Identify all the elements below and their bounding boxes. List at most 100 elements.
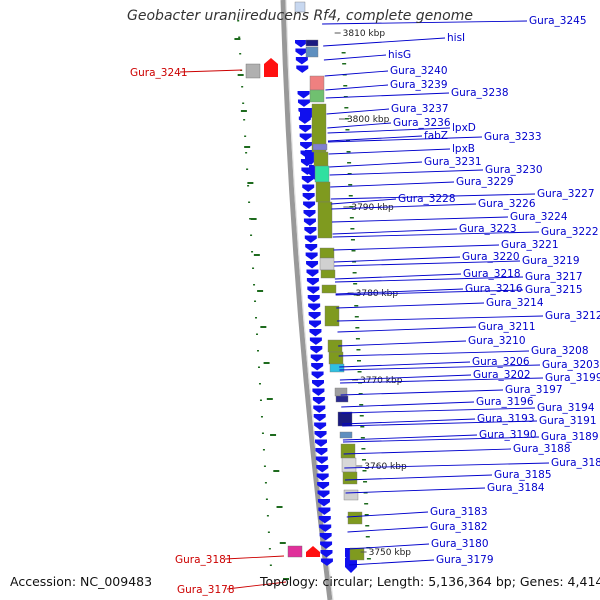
gene-leader-line [331,216,509,223]
scale-tick [263,465,266,467]
gene-label: Gura_3236 [393,117,451,129]
gene-label: Gura_3214 [486,297,544,309]
scale-tick [257,350,259,352]
scale-tick-major [283,578,290,580]
gene-leader-line [348,543,430,550]
scale-tick [268,548,271,550]
topology-text: Topology: circular; Length: 5,136,364 bp… [260,574,600,589]
gene-leader-line [224,555,285,560]
scale-tick-major [240,110,247,112]
gene-leader-line [338,350,530,357]
gene-block [328,351,344,365]
gene-leader-line [344,474,493,481]
scale-tick-right [365,525,370,527]
gene-arrow [311,371,324,379]
gene-leader-line [331,198,397,205]
gene-label: Gura_3210 [468,335,526,347]
scale-tick [255,317,258,319]
gene-arrow [345,558,357,573]
gene-label: Gura_3211 [478,321,536,333]
gene-leader-line [347,526,429,533]
scale-tick-right [350,239,355,241]
gene-arrow [302,184,315,192]
gene-arrow [313,405,326,413]
scale-tick-right [356,349,361,351]
accession-text: Accession: NC_009483 [10,574,153,589]
gene-leader-line [339,364,541,371]
gene-block [315,181,331,203]
gene-label: Gura_3221 [501,239,559,251]
scale-tick-right [347,162,352,164]
gene-leader-line [330,193,536,200]
gene-label: Gura_3186 [551,457,600,469]
gene-arrow [315,456,328,464]
gene-label: Gura_3194 [537,402,595,414]
scale-tick [249,218,252,220]
gene-leader-line [343,448,512,455]
scale-tick-right [357,371,362,373]
scale-tick [264,482,267,484]
gene-block [349,547,365,561]
scale-tick-right [359,404,364,406]
gene-leader-line [324,70,389,77]
gene-block [320,269,336,279]
gene-label: Gura_3180 [431,538,489,550]
gene-label: hisI [447,32,465,44]
gene-label: Gura_3197 [505,384,563,396]
gene-label: Gura_3231 [424,156,482,168]
gene-leader-line [330,181,455,188]
scale-tick [259,399,262,401]
scale-tick-right [355,338,360,340]
gene-arrow [297,91,310,99]
gene-leader-line [326,108,390,115]
gene-label: Gura_3238 [451,87,509,99]
scale-tick [269,564,272,566]
gene-arrow [317,490,330,498]
gene-label: Gura_3183 [430,506,488,518]
gene-block [321,284,337,294]
gene-label: fabZ [424,130,448,142]
gene-block [341,457,357,473]
gene-arrow [315,448,328,456]
gene-arrow [307,295,320,303]
scale-tick-major [270,434,277,436]
gene-leader-line [332,228,458,235]
scale-tick-right [349,217,354,219]
gene-block [305,39,319,47]
gene-arrow [310,354,323,362]
gene-leader-line [342,420,538,427]
gene-block [335,395,349,403]
gene-block [324,305,340,327]
gene-leader-line [328,148,451,155]
scale-tick-right [342,63,347,65]
gene-block [287,545,303,558]
gene-block [343,489,359,501]
gene-leader-line [333,256,461,263]
scale-tick-right [347,173,352,175]
gene-label: Gura_3196 [476,396,534,408]
gene-leader-line [226,581,287,590]
scale-tick [239,53,242,55]
scale-tick-major [250,218,257,220]
gene-label: Gura_3179 [436,554,494,566]
gene-label: Gura_3189 [541,431,599,443]
scale-tick-right [348,195,353,197]
gene-arrow [295,48,308,56]
gene-arrow [319,524,332,532]
gene-leader-line [340,377,544,384]
scale-tick [257,366,260,368]
gene-leader-line [344,462,550,469]
scale-tick-major [276,506,283,508]
gene-leader-line [327,127,451,134]
gene-label: lpxD [452,122,476,134]
gene-label: Gura_3239 [390,79,448,91]
gene-arrow [299,125,312,133]
gene-label: Gura_3237 [391,103,449,115]
gene-block [342,471,358,485]
scale-tick-right [346,140,350,142]
gene-arrow [314,422,327,430]
gene-arrow [303,210,316,218]
gene-block [305,46,319,58]
gene-leader-line [331,203,477,210]
scale-tick [253,284,256,286]
